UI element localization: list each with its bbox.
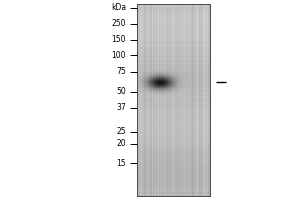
Text: 50: 50: [116, 88, 126, 97]
Text: 250: 250: [112, 20, 126, 28]
Text: 150: 150: [112, 36, 126, 45]
Text: 75: 75: [116, 68, 126, 76]
Text: 15: 15: [116, 158, 126, 168]
Text: kDa: kDa: [111, 3, 126, 12]
Text: 37: 37: [116, 104, 126, 112]
Text: 20: 20: [116, 140, 126, 148]
Text: 25: 25: [116, 128, 126, 136]
Text: 100: 100: [112, 50, 126, 60]
